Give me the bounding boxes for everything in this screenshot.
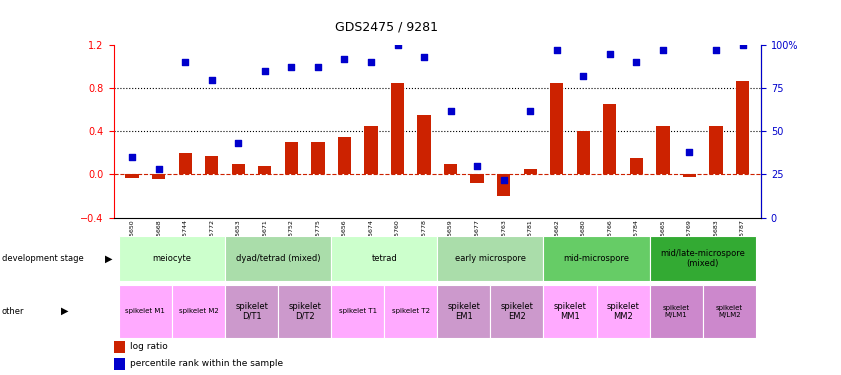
Bar bbox=[205, 156, 219, 174]
Bar bbox=[577, 131, 590, 174]
Text: spikelet M1: spikelet M1 bbox=[125, 308, 166, 314]
Point bbox=[497, 177, 510, 183]
Bar bbox=[736, 81, 749, 174]
Bar bbox=[550, 83, 563, 174]
Text: spikelet
EM1: spikelet EM1 bbox=[447, 302, 480, 321]
Point bbox=[630, 59, 643, 65]
Bar bbox=[119, 285, 172, 338]
Bar bbox=[391, 83, 405, 174]
Bar bbox=[225, 236, 331, 281]
Bar bbox=[437, 285, 490, 338]
Point bbox=[736, 42, 749, 48]
Point bbox=[470, 163, 484, 169]
Point bbox=[577, 73, 590, 79]
Point bbox=[603, 51, 616, 57]
Bar bbox=[172, 285, 225, 338]
Text: spikelet T1: spikelet T1 bbox=[339, 308, 377, 314]
Bar bbox=[231, 164, 245, 174]
Point bbox=[444, 108, 458, 114]
Text: log ratio: log ratio bbox=[130, 342, 167, 351]
Point bbox=[391, 42, 405, 48]
Text: ▶: ▶ bbox=[61, 306, 68, 316]
Bar bbox=[703, 285, 756, 338]
Text: tetrad: tetrad bbox=[372, 254, 397, 263]
Point bbox=[284, 64, 298, 70]
Bar bbox=[543, 236, 649, 281]
Text: development stage: development stage bbox=[2, 254, 83, 263]
Bar bbox=[384, 285, 437, 338]
Bar bbox=[497, 174, 510, 196]
Point bbox=[709, 47, 722, 53]
Text: spikelet
MM2: spikelet MM2 bbox=[606, 302, 639, 321]
Bar bbox=[278, 285, 331, 338]
Text: spikelet
M/LM1: spikelet M/LM1 bbox=[663, 305, 690, 318]
Text: mid/late-microspore
(mixed): mid/late-microspore (mixed) bbox=[660, 249, 745, 268]
Bar bbox=[596, 285, 649, 338]
Text: spikelet
MM1: spikelet MM1 bbox=[553, 302, 586, 321]
Point bbox=[152, 166, 166, 172]
Bar bbox=[683, 174, 696, 177]
Bar bbox=[444, 164, 458, 174]
Point bbox=[178, 59, 192, 65]
Point bbox=[338, 56, 352, 62]
Text: ▶: ▶ bbox=[105, 254, 113, 264]
Text: GDS2475 / 9281: GDS2475 / 9281 bbox=[336, 21, 438, 34]
Text: meiocyte: meiocyte bbox=[152, 254, 192, 263]
Text: mid-microspore: mid-microspore bbox=[563, 254, 630, 263]
Text: spikelet
D/T1: spikelet D/T1 bbox=[235, 302, 268, 321]
Point bbox=[311, 64, 325, 70]
Text: spikelet T2: spikelet T2 bbox=[392, 308, 430, 314]
Text: percentile rank within the sample: percentile rank within the sample bbox=[130, 359, 283, 368]
Bar bbox=[119, 236, 225, 281]
Bar bbox=[114, 341, 125, 352]
Bar bbox=[338, 136, 351, 174]
Text: other: other bbox=[2, 307, 24, 316]
Bar bbox=[656, 126, 669, 174]
Bar bbox=[470, 174, 484, 183]
Point bbox=[125, 154, 139, 160]
Point bbox=[550, 47, 563, 53]
Bar bbox=[125, 174, 139, 178]
Bar bbox=[524, 169, 537, 174]
Bar bbox=[178, 153, 192, 174]
Text: spikelet
EM2: spikelet EM2 bbox=[500, 302, 533, 321]
Bar bbox=[364, 126, 378, 174]
Bar bbox=[331, 236, 437, 281]
Bar bbox=[225, 285, 278, 338]
Point bbox=[364, 59, 378, 65]
Text: dyad/tetrad (mixed): dyad/tetrad (mixed) bbox=[235, 254, 320, 263]
Bar bbox=[543, 285, 596, 338]
Bar bbox=[437, 236, 543, 281]
Point bbox=[417, 54, 431, 60]
Point bbox=[656, 47, 669, 53]
Bar bbox=[490, 285, 543, 338]
Bar bbox=[285, 142, 298, 174]
Bar bbox=[331, 285, 384, 338]
Point bbox=[258, 68, 272, 74]
Bar bbox=[311, 142, 325, 174]
Point bbox=[205, 76, 219, 82]
Bar bbox=[709, 126, 722, 174]
Bar bbox=[258, 166, 272, 174]
Bar bbox=[417, 115, 431, 174]
Point bbox=[231, 140, 245, 146]
Bar bbox=[649, 285, 703, 338]
Bar bbox=[603, 104, 616, 174]
Text: spikelet
M/LM2: spikelet M/LM2 bbox=[716, 305, 743, 318]
Bar bbox=[152, 174, 166, 179]
Point bbox=[683, 149, 696, 155]
Bar bbox=[114, 358, 125, 370]
Text: spikelet
D/T2: spikelet D/T2 bbox=[288, 302, 321, 321]
Text: early microspore: early microspore bbox=[455, 254, 526, 263]
Point bbox=[523, 108, 537, 114]
Text: spikelet M2: spikelet M2 bbox=[178, 308, 219, 314]
Bar bbox=[630, 158, 643, 174]
Bar bbox=[649, 236, 756, 281]
